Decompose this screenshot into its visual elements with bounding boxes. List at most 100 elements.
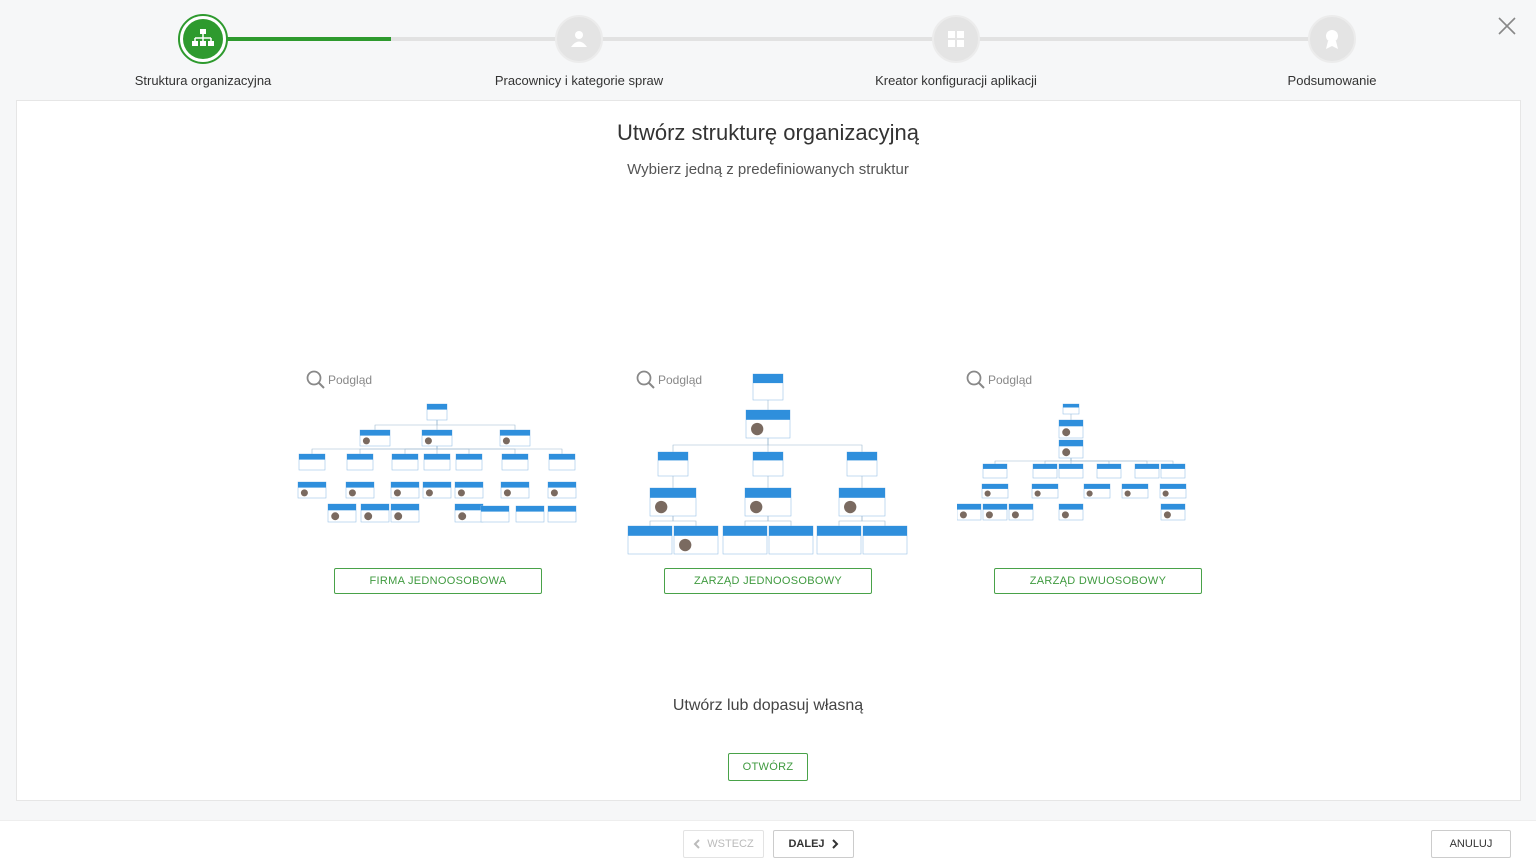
node-avatar xyxy=(1086,490,1093,497)
node-header xyxy=(839,488,885,498)
node-link xyxy=(649,516,674,526)
magnifier-icon xyxy=(636,370,655,389)
back-button[interactable]: WSTECZ xyxy=(683,830,764,858)
cancel-button[interactable]: ANULUJ xyxy=(1431,830,1511,858)
node-header xyxy=(847,452,877,461)
node-link xyxy=(436,444,563,454)
node-avatar xyxy=(425,489,433,497)
preview-text: Podgląd xyxy=(988,373,1033,387)
node-header xyxy=(658,452,688,461)
node-avatar xyxy=(655,500,668,514)
node-header xyxy=(423,482,451,488)
node-header xyxy=(516,506,544,512)
node-avatar xyxy=(984,490,991,497)
node-header xyxy=(501,482,529,488)
node-header xyxy=(1059,464,1083,469)
node-header xyxy=(1059,420,1083,427)
node-header xyxy=(1161,464,1185,469)
step-label: Podsumowanie xyxy=(1287,73,1377,88)
node-header xyxy=(1033,464,1057,469)
node-header xyxy=(674,526,718,536)
option-button[interactable]: ZARZĄD DWUOSOBOWY xyxy=(994,568,1202,594)
node-header xyxy=(628,526,672,536)
node-header xyxy=(361,504,389,511)
node-link xyxy=(672,516,697,526)
node-link xyxy=(672,438,769,452)
node-avatar xyxy=(424,437,432,445)
node-header xyxy=(1084,484,1110,489)
node-header xyxy=(1097,464,1121,469)
node-avatar xyxy=(959,511,967,519)
node-header xyxy=(549,454,575,460)
node-header xyxy=(360,430,390,436)
node-header xyxy=(753,452,783,461)
org-chart-thumbnail[interactable] xyxy=(297,400,577,526)
preview-link[interactable]: Podgląd xyxy=(636,370,702,390)
node-avatar xyxy=(394,512,403,521)
preview-link[interactable]: Podgląd xyxy=(966,370,1032,390)
step-icon-active xyxy=(178,14,228,64)
node-header xyxy=(1122,484,1148,489)
preview-link[interactable]: Podgląd xyxy=(306,370,372,390)
stepper xyxy=(178,14,1516,64)
subtitle: Wybierz jedną z predefiniowanych struktu… xyxy=(627,161,909,178)
node-header xyxy=(982,484,1008,489)
magnifier-icon xyxy=(966,370,985,389)
node-avatar xyxy=(751,422,764,436)
org-chart-thumbnail[interactable] xyxy=(627,372,909,555)
node-avatar xyxy=(1162,490,1169,497)
close-button[interactable] xyxy=(1498,17,1516,35)
node-header xyxy=(863,526,907,536)
node-avatar xyxy=(502,437,510,445)
node-header xyxy=(753,374,783,384)
node-avatar xyxy=(750,500,763,514)
node-link xyxy=(744,516,769,526)
node-header xyxy=(424,454,450,460)
node-avatar xyxy=(348,489,356,497)
node-avatar xyxy=(364,512,373,521)
node-header xyxy=(455,482,483,488)
node-header xyxy=(957,504,981,510)
node-header xyxy=(548,482,576,488)
node-link xyxy=(374,420,438,430)
node-avatar xyxy=(1062,428,1071,437)
back-text: WSTECZ xyxy=(707,838,754,850)
node-avatar xyxy=(844,500,857,514)
preview-text: Podgląd xyxy=(328,373,373,387)
node-header xyxy=(1161,504,1185,510)
node-avatar xyxy=(550,489,558,497)
node-header xyxy=(502,454,528,460)
title: Utwórz strukturę organizacyjną xyxy=(616,120,919,145)
node-avatar xyxy=(1011,511,1019,519)
next-button[interactable]: DALEJ xyxy=(773,830,854,858)
node-avatar xyxy=(1061,511,1069,519)
org-chart-thumbnail[interactable] xyxy=(957,400,1237,526)
node-header xyxy=(983,464,1007,469)
node-header xyxy=(817,526,861,536)
node-header xyxy=(548,506,576,512)
node-link xyxy=(1070,458,1174,464)
node-header xyxy=(1135,464,1159,469)
node-avatar xyxy=(1062,448,1071,457)
node-link xyxy=(861,516,886,526)
node-header xyxy=(1063,404,1079,408)
option-button[interactable]: ZARZĄD JEDNOOSOBOWY xyxy=(664,568,872,594)
magnifier-icon xyxy=(306,370,325,389)
node-avatar xyxy=(679,538,692,552)
node-avatar xyxy=(457,489,465,497)
option-button[interactable]: FIRMA JEDNOOSOBOWA xyxy=(334,568,542,594)
node-header xyxy=(650,488,696,498)
node-header xyxy=(391,504,419,511)
node-header xyxy=(346,482,374,488)
node-avatar xyxy=(1124,490,1131,497)
node-header xyxy=(500,430,530,436)
node-avatar xyxy=(985,511,993,519)
node-header xyxy=(1059,504,1083,510)
node-header xyxy=(427,404,447,410)
node-link xyxy=(767,516,792,526)
node-link xyxy=(1044,458,1072,464)
open-button[interactable]: OTWÓRZ xyxy=(728,753,808,781)
step-icon xyxy=(1308,15,1356,63)
node-header xyxy=(299,454,325,460)
